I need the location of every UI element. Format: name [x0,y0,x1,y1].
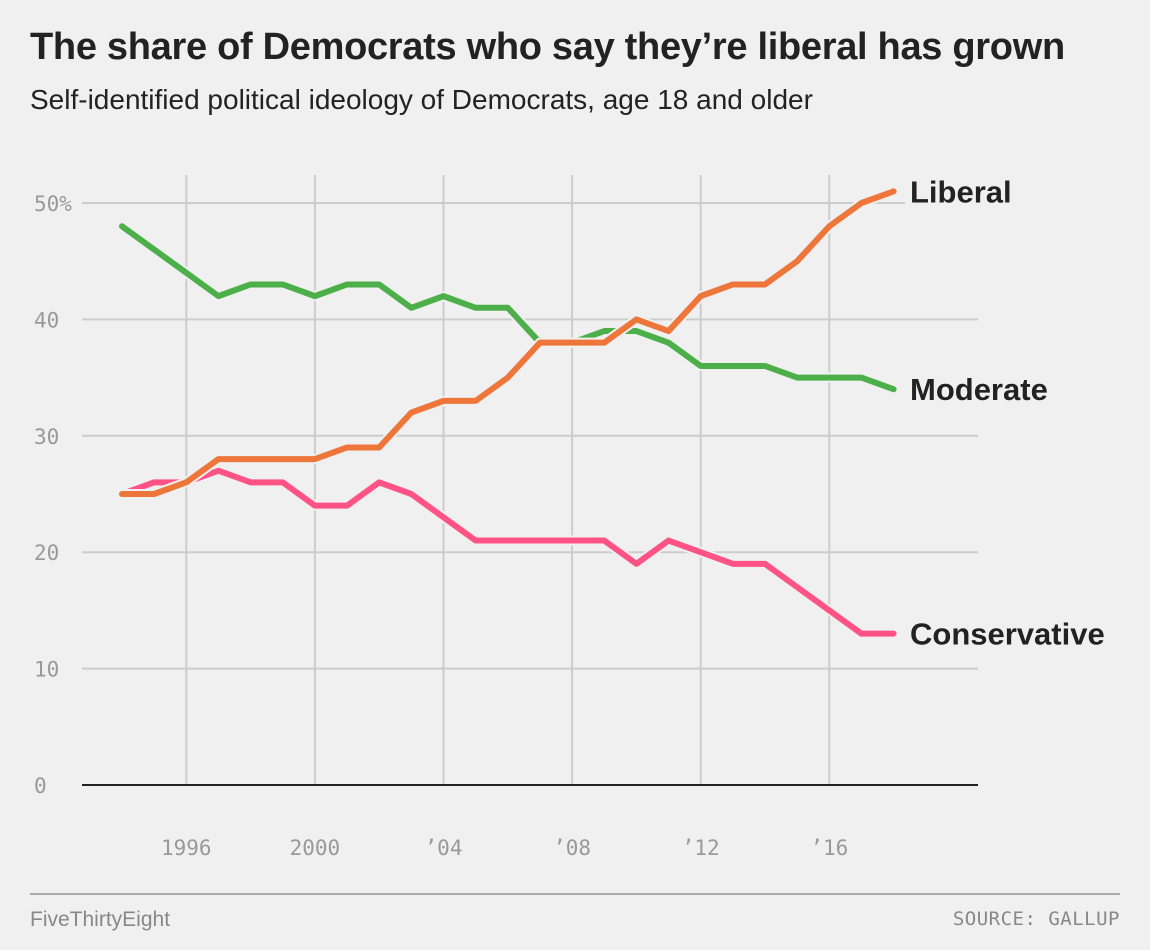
y-tick-label: 50% [34,192,72,216]
series-halo-liberal [117,186,899,499]
series-line-liberal [119,188,897,497]
chart-title: The share of Democrats who say they’re l… [30,26,1065,68]
y-tick-label: 10 [34,658,59,682]
x-tick-label: ’16 [810,836,848,860]
footer-divider [30,893,1120,895]
x-tick-label: 2000 [290,836,341,860]
x-tick-label: 1996 [161,836,212,860]
series-line-moderate [119,223,897,393]
series-label-liberal: Liberal [910,174,1012,209]
brand-label: FiveThirtyEight [30,908,171,931]
x-tick-label: ’08 [553,836,591,860]
y-tick-label: 30 [34,425,59,449]
y-tick-label: 40 [34,308,59,332]
y-tick-label: 20 [34,541,59,565]
source-label: SOURCE: GALLUP [952,908,1120,930]
y-tick-label: 0 [34,774,47,798]
series-line-conservative [119,467,897,637]
chart-subtitle: Self-identified political ideology of De… [30,84,813,115]
series-label-moderate: Moderate [910,372,1048,407]
series-label-conservative: Conservative [910,617,1105,652]
x-tick-label: ’12 [682,836,720,860]
x-tick-label: ’04 [425,836,463,860]
